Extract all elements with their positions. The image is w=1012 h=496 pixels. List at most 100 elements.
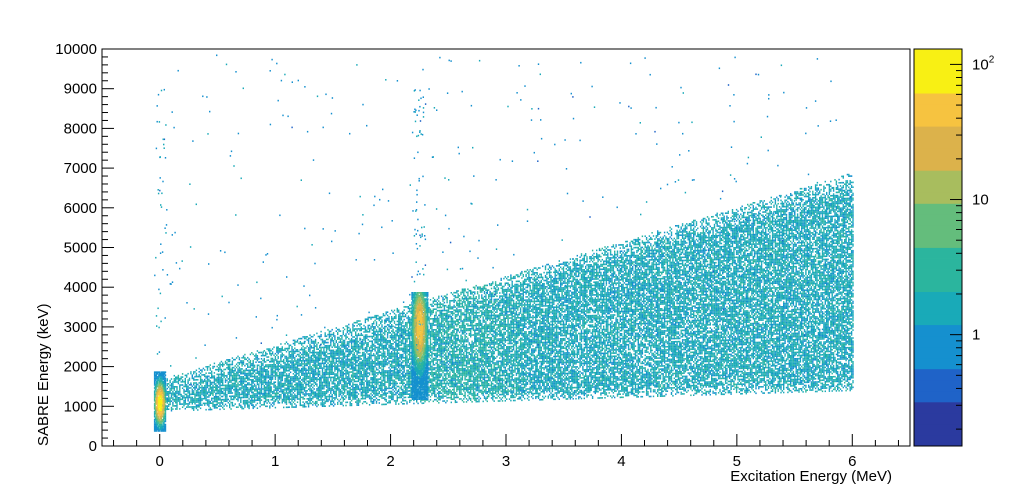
heatmap-cell <box>323 342 324 344</box>
heatmap-cell <box>325 378 326 380</box>
heatmap-cell <box>372 342 373 344</box>
heatmap-cell <box>394 384 395 386</box>
heatmap-cell <box>345 344 346 346</box>
heatmap-cell <box>211 375 212 377</box>
heatmap-cell <box>280 373 281 375</box>
heatmap-cell <box>239 384 240 386</box>
heatmap-cell <box>290 365 291 367</box>
heatmap-cell <box>409 371 410 373</box>
heatmap-cell <box>304 347 305 349</box>
heatmap-cell <box>350 354 351 356</box>
heatmap-cell <box>391 316 392 318</box>
heatmap-cell <box>207 382 208 384</box>
heatmap-cell <box>248 358 249 360</box>
heatmap-cell <box>273 370 274 372</box>
heatmap-cell <box>397 371 398 373</box>
heatmap-cell <box>208 372 209 374</box>
heatmap-cell <box>283 365 284 367</box>
heatmap-cell <box>167 407 168 409</box>
heatmap-cell <box>254 381 255 383</box>
heatmap-cell <box>347 344 348 346</box>
heatmap-cell <box>211 393 212 395</box>
heatmap-cell <box>366 390 367 392</box>
heatmap-cell <box>383 356 384 358</box>
heatmap-cell <box>217 386 218 388</box>
heatmap-cell <box>243 381 244 383</box>
heatmap-cell <box>226 389 227 391</box>
heatmap-cell <box>301 349 302 351</box>
heatmap-cell <box>309 361 310 363</box>
heatmap-cell <box>221 396 222 398</box>
heatmap-cell <box>394 310 395 312</box>
heatmap-cell <box>185 400 186 402</box>
heatmap-cell <box>325 340 326 342</box>
heatmap-cell <box>289 402 290 404</box>
heatmap-cell <box>402 375 403 377</box>
heatmap-cell <box>405 384 406 386</box>
heatmap-cell <box>308 385 309 387</box>
heatmap-cell <box>329 348 330 350</box>
heatmap-cell <box>287 370 288 372</box>
heatmap-cell <box>266 375 267 377</box>
heatmap-cell <box>340 348 341 350</box>
heatmap-cell <box>406 390 407 392</box>
heatmap-cell <box>390 357 391 359</box>
heatmap-cell <box>183 405 184 407</box>
heatmap-cell <box>219 399 220 401</box>
heatmap-cell <box>230 391 231 393</box>
heatmap-cell <box>311 360 312 362</box>
heatmap-cell <box>228 402 229 404</box>
heatmap-cell <box>294 360 295 362</box>
heatmap-cell <box>230 381 231 383</box>
heatmap-cell <box>251 382 252 384</box>
heatmap-cell <box>255 357 256 359</box>
heatmap-cell <box>358 398 359 400</box>
heatmap-cell <box>377 355 378 357</box>
heatmap-cell <box>356 385 357 387</box>
heatmap-cell <box>241 382 242 384</box>
heatmap-cell <box>388 346 389 348</box>
heatmap-cell <box>293 365 294 367</box>
heatmap-cell <box>296 382 297 384</box>
heatmap-cell <box>218 374 219 376</box>
heatmap-cell <box>282 356 283 358</box>
heatmap-cell <box>314 388 315 390</box>
heatmap-cell <box>280 396 281 398</box>
heatmap-cell <box>212 406 213 408</box>
heatmap-cell <box>366 382 367 384</box>
heatmap-cell <box>247 382 248 384</box>
heatmap-cell <box>194 382 195 384</box>
heatmap-cell <box>264 380 265 382</box>
heatmap-cell <box>293 357 294 359</box>
heatmap-cell <box>384 393 385 395</box>
heatmap-cell <box>348 390 349 392</box>
heatmap-cell <box>334 373 335 375</box>
heatmap-cell <box>207 403 208 405</box>
heatmap-cell <box>398 330 399 332</box>
heatmap-cell <box>300 371 301 373</box>
heatmap-cell <box>235 386 236 388</box>
heatmap-cell <box>391 337 392 339</box>
heatmap-cell <box>273 402 274 404</box>
heatmap-cell <box>230 399 231 401</box>
heatmap-cell <box>301 382 302 384</box>
heatmap-cell <box>380 337 381 339</box>
heatmap-cell <box>395 368 396 370</box>
heatmap-cell <box>323 394 324 396</box>
heatmap-cell <box>314 366 315 368</box>
heatmap-cell <box>320 331 321 333</box>
heatmap-cell <box>300 403 301 405</box>
heatmap-cell <box>185 394 186 396</box>
heatmap-cell <box>200 393 201 395</box>
heatmap-cell <box>363 349 364 351</box>
heatmap-cell <box>376 317 377 319</box>
heatmap-cell <box>248 371 249 373</box>
heatmap-cell <box>362 334 363 336</box>
heatmap-cell <box>182 403 183 405</box>
heatmap-cell <box>208 376 209 378</box>
heatmap-cell <box>244 381 245 383</box>
heatmap-cell <box>388 361 389 363</box>
heatmap-cell <box>278 362 279 364</box>
heatmap-cell <box>398 386 399 388</box>
heatmap-cell <box>402 390 403 392</box>
